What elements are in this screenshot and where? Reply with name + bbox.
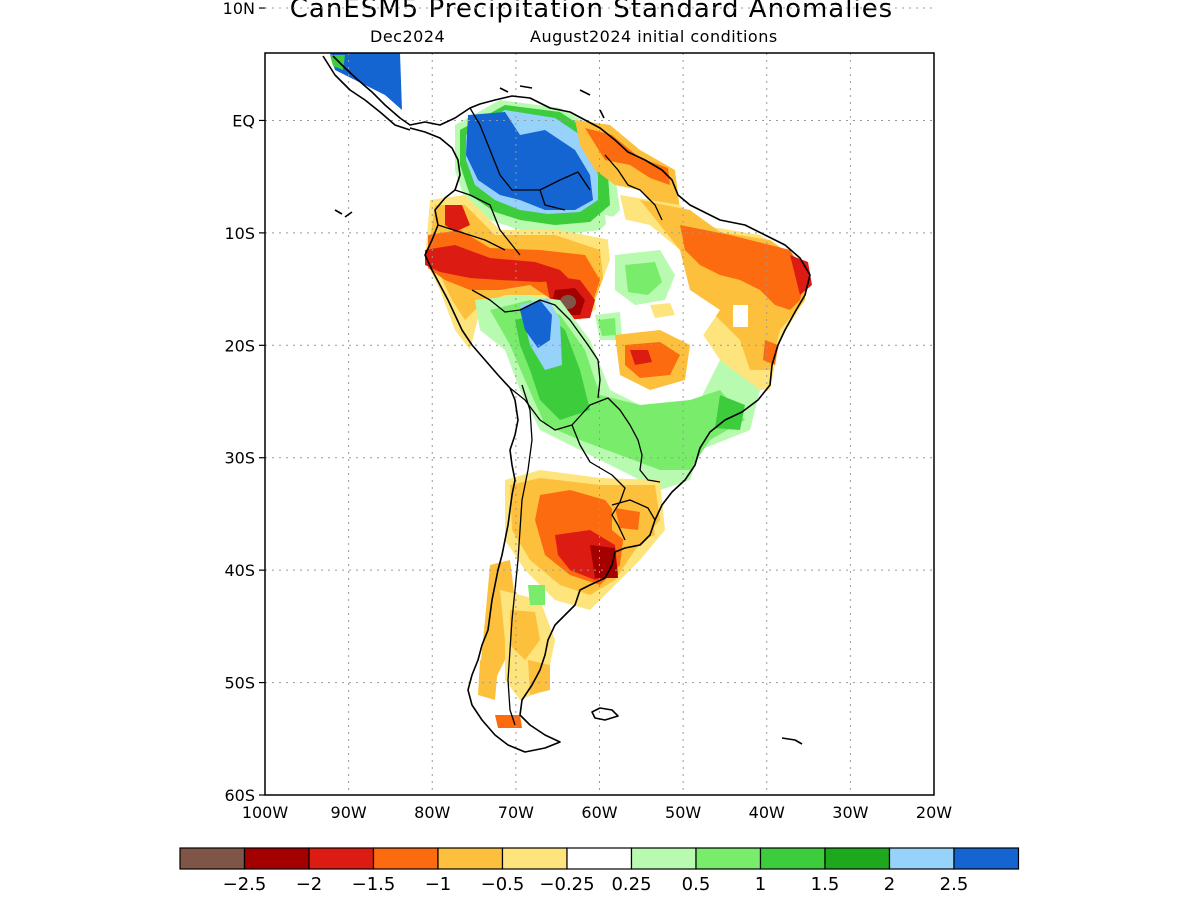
colorbar-swatch [759, 847, 826, 870]
anomaly-region [445, 205, 470, 232]
border [604, 154, 663, 221]
colorbar-swatch [953, 847, 1020, 870]
colorbar-label: 0.5 [682, 874, 711, 895]
coastlines [322, 55, 811, 753]
colorbar-swatch [372, 847, 439, 870]
anomaly-region [790, 255, 812, 295]
lat-tick-label: 40S [224, 561, 255, 580]
colorbar-swatch [501, 847, 568, 870]
anomaly-region [650, 303, 675, 318]
anomaly-region [466, 112, 593, 210]
colorbar-swatch [566, 847, 633, 870]
anomaly-region [585, 128, 670, 185]
anomaly-region [733, 305, 748, 327]
colorbar-label: −2.5 [223, 874, 267, 895]
lat-tick-label: 50S [224, 674, 255, 693]
lon-tick-label: 80W [414, 803, 450, 822]
lon-tick-label: 30W [832, 803, 868, 822]
anomaly-region [528, 585, 545, 605]
colorbar-label: 1 [755, 874, 766, 895]
colorbar-swatch [179, 847, 246, 870]
anomaly-region [625, 262, 662, 295]
coastline [591, 707, 619, 721]
lon-tick-label: 90W [331, 803, 367, 822]
colorbar-label: −0.25 [539, 874, 594, 895]
colorbar-label: −1 [425, 874, 452, 895]
country-borders [437, 107, 663, 726]
coastline [332, 55, 811, 753]
border [507, 384, 533, 726]
anomaly-field [330, 53, 812, 728]
border [437, 224, 506, 251]
lon-tick-label: 20W [916, 803, 952, 822]
colorbar-label: −0.5 [481, 874, 525, 895]
lat-tick-label: 60S [224, 786, 255, 805]
anomaly-region [630, 350, 652, 365]
anomaly-region [330, 55, 345, 70]
lon-tick-label: 40W [749, 803, 785, 822]
border [471, 289, 601, 399]
colorbar: −2.5 −2 −1.5 −1 −0.5 −0.25 0.25 0.5 1 1.5 2 2.5 [179, 847, 1020, 895]
coastline [334, 209, 353, 218]
lat-tick-label: 20S [224, 336, 255, 355]
lat-tick-label: 10S [224, 224, 255, 243]
colorbar-label: −1.5 [352, 874, 396, 895]
anomaly-region [680, 225, 805, 310]
map-frame [264, 52, 935, 796]
anomaly-region [528, 660, 550, 695]
anomaly-region [520, 300, 552, 348]
anomaly-region [478, 660, 498, 700]
coastline [499, 85, 605, 119]
border [509, 387, 661, 483]
colorbar-label: 1.5 [811, 874, 840, 895]
border [611, 499, 656, 521]
graticule [265, 7, 934, 795]
coastline [322, 55, 411, 131]
anomaly-region [575, 500, 590, 515]
border [454, 189, 521, 256]
anomaly-region [495, 715, 522, 728]
lon-tick-label: 70W [498, 803, 534, 822]
colorbar-label: 0.25 [611, 874, 651, 895]
anomaly-region [510, 610, 540, 660]
anomaly-region [598, 318, 616, 336]
lon-tick-label: 60W [581, 803, 617, 822]
colorbar-label: −2 [296, 874, 323, 895]
anomaly-region [425, 245, 570, 282]
lat-tick-label: 30S [224, 449, 255, 468]
colorbar-swatch [308, 847, 375, 870]
colorbar-swatch [437, 847, 504, 870]
colorbar-swatch [824, 847, 891, 870]
colorbar-swatch [888, 847, 955, 870]
anomaly-region [330, 53, 402, 110]
border [539, 189, 566, 211]
border [469, 107, 591, 191]
colorbar-swatch [243, 847, 310, 870]
map-title: CanESM5 Precipitation Standard Anomalies [289, 0, 894, 24]
anomaly-region [615, 508, 640, 530]
lat-tick-label: EQ [232, 111, 255, 130]
anomaly-region [590, 545, 618, 578]
coastline [781, 737, 803, 745]
colorbar-swatch [630, 847, 697, 870]
colorbar-label: 2 [884, 874, 895, 895]
lon-tick-label: 50W [665, 803, 701, 822]
border [571, 424, 626, 541]
anomaly-region [640, 200, 805, 370]
lon-tick-label: 100W [242, 803, 289, 822]
colorbar-label: 2.5 [940, 874, 969, 895]
initial-conditions: August2024 initial conditions [530, 27, 778, 46]
lat-tick-label: 10N [223, 0, 255, 18]
forecast-month: Dec2024 [370, 27, 446, 46]
colorbar-swatch [695, 847, 762, 870]
